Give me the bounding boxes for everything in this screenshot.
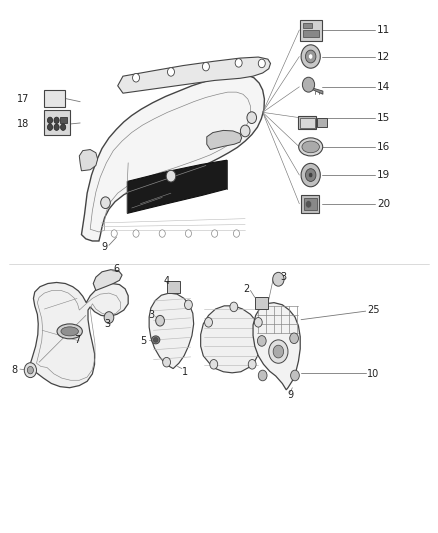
Circle shape: [27, 367, 33, 374]
Circle shape: [230, 302, 238, 312]
Bar: [301, 195, 319, 213]
Text: 14: 14: [377, 82, 390, 92]
Text: 3: 3: [280, 272, 286, 282]
Circle shape: [47, 124, 53, 131]
Circle shape: [104, 312, 114, 324]
Bar: [300, 20, 321, 41]
Text: 15: 15: [377, 112, 390, 123]
Polygon shape: [308, 87, 323, 94]
Ellipse shape: [299, 138, 323, 156]
Bar: [255, 297, 268, 309]
Ellipse shape: [57, 324, 82, 339]
Polygon shape: [201, 306, 261, 373]
Polygon shape: [207, 131, 242, 150]
Bar: [44, 90, 65, 107]
Circle shape: [202, 62, 209, 71]
Circle shape: [210, 360, 218, 369]
Bar: [60, 117, 67, 124]
Circle shape: [308, 172, 313, 177]
Circle shape: [233, 230, 240, 237]
Circle shape: [24, 363, 36, 377]
Text: 16: 16: [377, 142, 390, 152]
Circle shape: [133, 74, 140, 82]
Bar: [317, 118, 327, 127]
Circle shape: [159, 230, 165, 237]
Circle shape: [54, 117, 59, 124]
Bar: [298, 116, 316, 130]
Text: 18: 18: [17, 119, 29, 129]
Text: 10: 10: [367, 369, 380, 379]
Bar: [303, 23, 311, 28]
Polygon shape: [253, 303, 300, 390]
Text: 6: 6: [113, 264, 120, 274]
Circle shape: [290, 333, 298, 344]
Polygon shape: [149, 293, 194, 368]
Polygon shape: [79, 150, 98, 171]
Circle shape: [111, 230, 117, 237]
Circle shape: [305, 200, 311, 208]
Polygon shape: [118, 57, 271, 93]
Text: 5: 5: [140, 336, 146, 346]
Circle shape: [301, 164, 320, 187]
Circle shape: [290, 370, 299, 381]
Text: 25: 25: [367, 305, 380, 315]
Circle shape: [167, 68, 174, 76]
Circle shape: [301, 45, 320, 68]
Ellipse shape: [61, 327, 78, 336]
Text: 3: 3: [105, 319, 111, 329]
Circle shape: [269, 340, 288, 364]
Text: 20: 20: [377, 199, 390, 209]
Text: 7: 7: [74, 335, 80, 345]
Circle shape: [162, 358, 170, 367]
Text: 17: 17: [17, 93, 30, 103]
Text: 11: 11: [377, 25, 390, 35]
Circle shape: [273, 272, 284, 286]
Bar: [303, 30, 318, 37]
Circle shape: [248, 360, 256, 369]
Circle shape: [308, 54, 313, 59]
Circle shape: [184, 300, 192, 310]
Circle shape: [60, 124, 66, 131]
Polygon shape: [127, 160, 227, 213]
Bar: [300, 118, 315, 128]
Circle shape: [212, 230, 218, 237]
Circle shape: [166, 170, 176, 182]
Ellipse shape: [153, 337, 158, 342]
Text: 12: 12: [377, 52, 390, 61]
Text: 4: 4: [163, 277, 169, 286]
Polygon shape: [29, 282, 128, 387]
Circle shape: [54, 124, 59, 131]
Text: 19: 19: [377, 170, 390, 180]
Circle shape: [305, 50, 316, 63]
Bar: [166, 281, 180, 293]
Bar: [304, 198, 317, 210]
Circle shape: [133, 230, 139, 237]
Circle shape: [273, 345, 284, 358]
Circle shape: [258, 370, 267, 381]
Circle shape: [258, 59, 265, 68]
Circle shape: [235, 59, 242, 67]
Circle shape: [258, 336, 266, 346]
Text: 8: 8: [12, 365, 18, 375]
Circle shape: [247, 112, 257, 124]
Circle shape: [205, 318, 212, 327]
Polygon shape: [81, 74, 265, 241]
Circle shape: [254, 318, 262, 327]
Text: 2: 2: [243, 284, 249, 294]
Text: 3: 3: [148, 310, 154, 320]
Text: 1: 1: [182, 367, 188, 377]
Ellipse shape: [152, 336, 160, 344]
Polygon shape: [93, 270, 122, 290]
Bar: [44, 110, 70, 135]
Circle shape: [185, 230, 191, 237]
Text: 9: 9: [287, 390, 293, 400]
Circle shape: [155, 316, 164, 326]
Ellipse shape: [302, 141, 319, 153]
Text: 9: 9: [101, 243, 107, 252]
Circle shape: [302, 77, 314, 92]
Circle shape: [240, 125, 250, 137]
Circle shape: [305, 168, 316, 181]
Circle shape: [47, 117, 53, 124]
Circle shape: [101, 197, 110, 208]
